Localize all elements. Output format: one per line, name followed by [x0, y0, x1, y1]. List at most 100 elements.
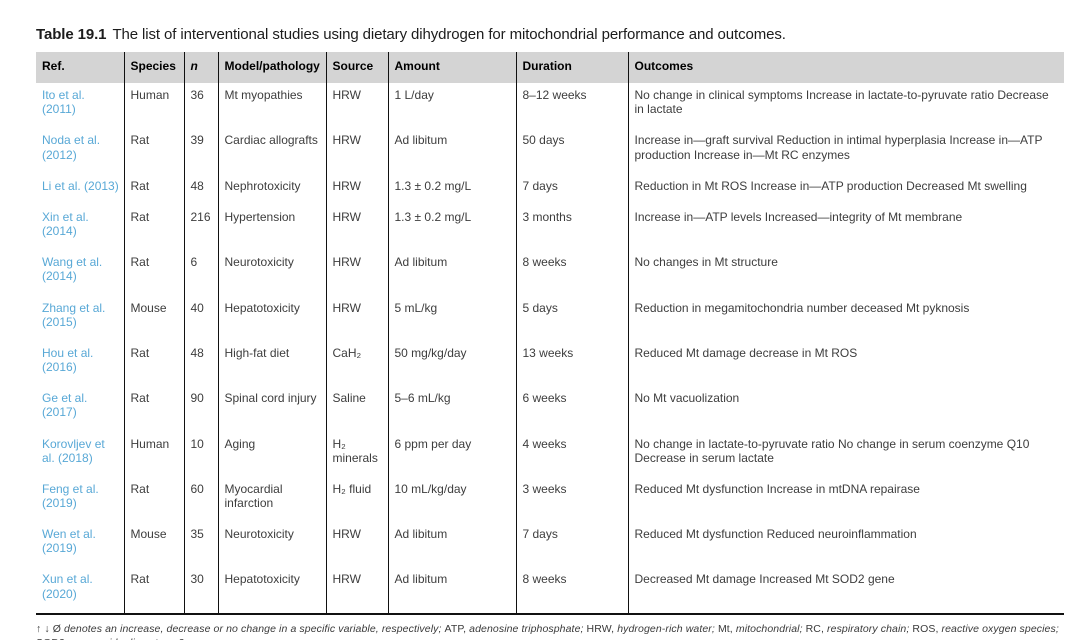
cell-outcomes: Reduced Mt dysfunction Increase in mtDNA…: [634, 481, 920, 496]
cell-reference-link[interactable]: Li et al. (2013): [36, 173, 125, 205]
cell-reference-link[interactable]: Wen et al. (2019): [36, 522, 125, 568]
cell-amount: 10 mL/kg/day: [388, 476, 517, 523]
cell-outcomes: No change in lactate-to-pyruvate ratio N…: [634, 436, 1030, 465]
footnote-segment: superoxide dismutase 2.: [71, 637, 187, 640]
cell-duration: 3 weeks: [516, 476, 629, 523]
table-row: Xun et al. (2020) Rat 30 Hepatotoxicity …: [36, 567, 1064, 614]
cell-model-pathology: Neurotoxicity: [218, 250, 327, 296]
cell-source: HRW: [326, 567, 389, 614]
footnote-segment: ATP,: [444, 622, 470, 635]
cell-n: 216: [184, 204, 219, 251]
cell-outcomes: No changes in Mt structure: [634, 255, 778, 270]
column-header-ref: Ref.: [36, 52, 125, 84]
column-header-source: Source: [326, 52, 389, 84]
table-row: Xin et al. (2014) Rat 216 Hypertension H…: [36, 204, 1064, 251]
cell-duration: 50 days: [516, 128, 629, 174]
cell-reference-link[interactable]: Noda et al. (2012): [36, 128, 125, 174]
cell-reference-link[interactable]: Zhang et al. (2015): [36, 295, 125, 341]
column-header-model: Model/pathology: [218, 52, 327, 84]
cell-species: Human: [124, 83, 185, 129]
cell-duration: 8–12 weeks: [516, 83, 629, 129]
cell-reference-link[interactable]: Feng et al. (2019): [36, 476, 125, 523]
table-footnote: ↑ ↓ Ø denotes an increase, decrease or n…: [36, 623, 1064, 640]
footnote-segment: hydrogen-rich water;: [617, 622, 718, 635]
cell-reference-link[interactable]: Korovljev et al. (2018): [36, 431, 125, 477]
cell-outcomes: Increase in—ATP levels Increased—integri…: [634, 209, 963, 224]
cell-amount: Ad libitum: [388, 250, 517, 296]
cell-source: HRW: [326, 204, 389, 251]
cell-source: HRW: [326, 522, 389, 568]
cell-reference-link[interactable]: Xun et al. (2020): [36, 567, 125, 614]
cell-n: 40: [184, 295, 219, 341]
cell-outcomes: Increase in—graft survival Reduction in …: [634, 133, 1043, 162]
cell-model-pathology: Hypertension: [218, 204, 327, 251]
cell-n: 60: [184, 476, 219, 523]
cell-reference-link[interactable]: Hou et al. (2016): [36, 340, 125, 387]
column-header-n: n: [184, 52, 219, 84]
table-row: Ito et al. (2011) Human 36 Mt myopathies…: [36, 83, 1064, 129]
cell-model-pathology: Hepatotoxicity: [218, 295, 327, 341]
cell-n: 35: [184, 522, 219, 568]
cell-n: 36: [184, 83, 219, 129]
cell-outcomes: No change in clinical symptoms Increase …: [634, 88, 1049, 117]
cell-n: 90: [184, 386, 219, 432]
cell-duration: 8 weeks: [516, 567, 629, 614]
cell-source: Saline: [326, 386, 389, 432]
table-row: Korovljev et al. (2018) Human 10 Aging H…: [36, 431, 1064, 477]
cell-model-pathology: Neurotoxicity: [218, 522, 327, 568]
table-row: Zhang et al. (2015) Mouse 40 Hepatotoxic…: [36, 295, 1064, 341]
footnote-segment: HRW,: [586, 622, 618, 635]
cell-source: HRW: [326, 173, 389, 205]
footnote-segment: reactive oxygen species;: [941, 622, 1059, 635]
cell-amount: 5–6 mL/kg: [388, 386, 517, 432]
table-row: Ge et al. (2017) Rat 90 Spinal cord inju…: [36, 386, 1064, 432]
cell-duration: 5 days: [516, 295, 629, 341]
cell-outcomes: Reduction in Mt ROS Increase in—ATP prod…: [634, 178, 1027, 193]
cell-amount: 5 mL/kg: [388, 295, 517, 341]
column-header-species: Species: [124, 52, 185, 84]
cell-outcomes: Reduced Mt damage decrease in Mt ROS: [634, 345, 858, 360]
cell-species: Rat: [124, 250, 185, 296]
cell-n: 48: [184, 173, 219, 205]
cell-n: 48: [184, 340, 219, 387]
cell-source: HRW: [326, 295, 389, 341]
cell-source: HRW: [326, 128, 389, 174]
footnote-segment: Mt,: [717, 622, 736, 635]
cell-reference-link[interactable]: Xin et al. (2014): [36, 204, 125, 251]
cell-outcomes: Decreased Mt damage Increased Mt SOD2 ge…: [634, 572, 895, 587]
cell-model-pathology: Myocardial infarction: [218, 476, 327, 523]
cell-n: 39: [184, 128, 219, 174]
footnote-segment: RC,: [805, 622, 828, 635]
cell-reference-link[interactable]: Ge et al. (2017): [36, 386, 125, 432]
footnote-segment: respiratory chain;: [827, 622, 913, 635]
cell-outcomes: No Mt vacuolization: [634, 391, 740, 406]
cell-source: HRW: [326, 250, 389, 296]
cell-species: Mouse: [124, 295, 185, 341]
cell-amount: 1.3 ± 0.2 mg/L: [388, 173, 517, 205]
cell-species: Human: [124, 431, 185, 477]
cell-model-pathology: Nephrotoxicity: [218, 173, 327, 205]
cell-reference-link[interactable]: Ito et al. (2011): [36, 83, 125, 129]
table-caption: The list of interventional studies using…: [112, 26, 786, 43]
cell-duration: 13 weeks: [516, 340, 629, 387]
cell-species: Rat: [124, 567, 185, 614]
cell-duration: 8 weeks: [516, 250, 629, 296]
cell-amount: 6 ppm per day: [388, 431, 517, 477]
cell-source: CaH₂: [326, 340, 389, 387]
cell-reference-link[interactable]: Wang et al. (2014): [36, 250, 125, 296]
table-row: Feng et al. (2019) Rat 60 Myocardial inf…: [36, 476, 1064, 523]
cell-outcomes: Reduced Mt dysfunction Reduced neuroinfl…: [634, 527, 917, 542]
cell-n: 6: [184, 250, 219, 296]
cell-source: H₂ minerals: [326, 431, 389, 477]
cell-model-pathology: Aging: [218, 431, 327, 477]
cell-duration: 6 weeks: [516, 386, 629, 432]
cell-outcomes: Reduction in megamitochondria number dec…: [634, 300, 970, 315]
column-header-outcomes: Outcomes: [628, 52, 1064, 84]
cell-species: Rat: [124, 204, 185, 251]
cell-amount: Ad libitum: [388, 522, 517, 568]
footnote-segment: adenosine triphosphate;: [469, 622, 587, 635]
table-row: Li et al. (2013) Rat 48 Nephrotoxicity H…: [36, 173, 1064, 205]
cell-species: Rat: [124, 476, 185, 523]
footnote-segment: SOD2,: [36, 637, 71, 640]
